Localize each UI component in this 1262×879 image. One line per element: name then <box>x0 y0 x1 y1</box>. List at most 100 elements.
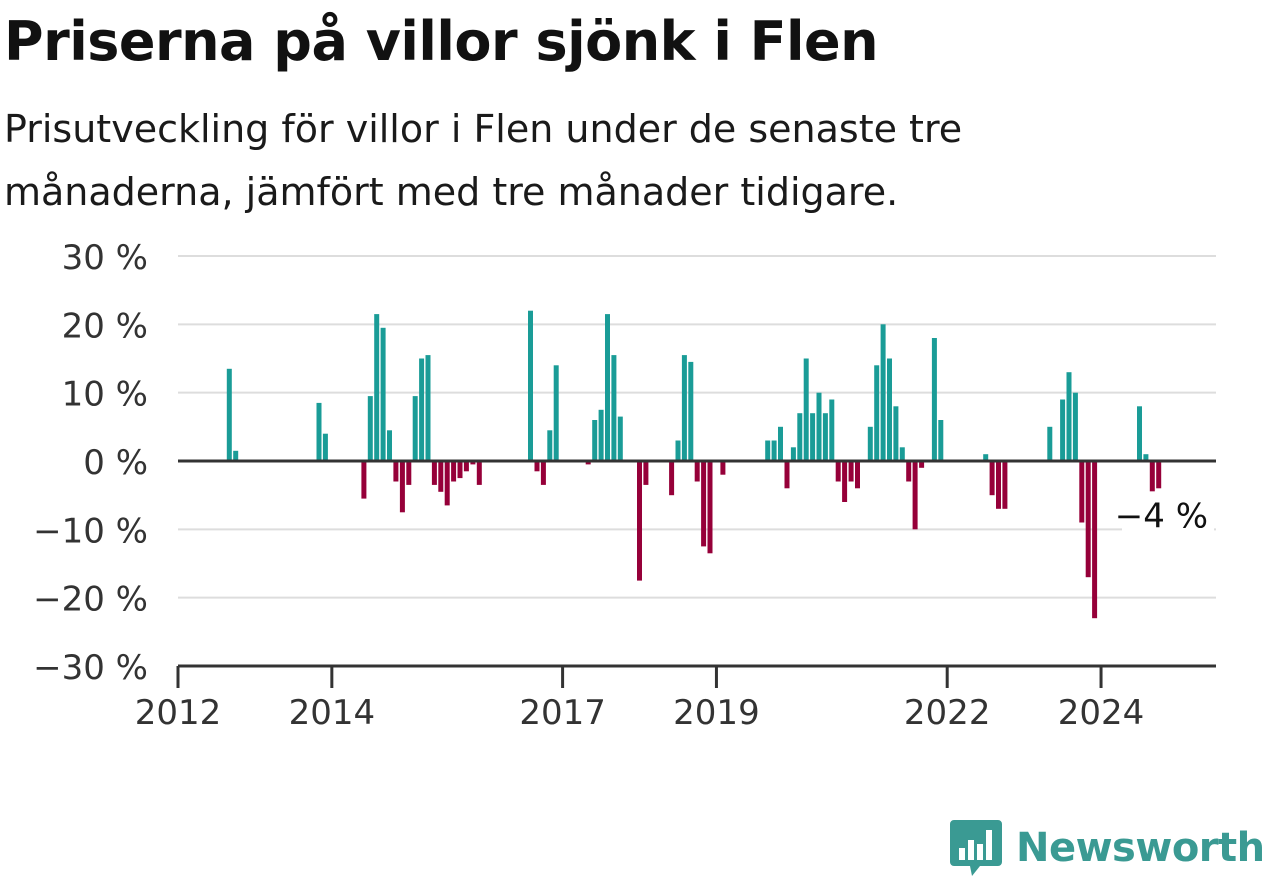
bar-chart-logo-icon <box>950 820 1002 876</box>
x-tick-label: 2012 <box>135 693 222 733</box>
y-tick-label: −10 % <box>33 511 148 551</box>
bar <box>322 433 328 461</box>
bar <box>1085 461 1091 578</box>
bar <box>419 358 425 461</box>
brand-name: Newsworthy <box>1016 825 1262 871</box>
bar <box>387 430 392 462</box>
bar <box>637 461 642 581</box>
bar <box>226 368 232 462</box>
bar <box>451 461 457 482</box>
bar <box>931 338 937 461</box>
bar <box>585 461 591 465</box>
bar <box>1066 372 1072 461</box>
bar <box>681 355 687 461</box>
annotation-background <box>1122 491 1214 536</box>
y-tick-label: −20 % <box>33 580 148 620</box>
x-tick-label: 2017 <box>519 693 606 733</box>
bar <box>938 420 944 461</box>
bar <box>399 461 405 513</box>
bar <box>463 461 469 472</box>
x-tick-label: 2014 <box>289 693 376 733</box>
bar <box>899 447 905 461</box>
bar <box>605 314 610 461</box>
bar <box>476 461 482 485</box>
bar <box>1072 392 1078 461</box>
bar <box>675 440 681 461</box>
newsworthy-logo: Newsworthy <box>950 818 1262 878</box>
bar <box>848 461 854 482</box>
bar <box>1156 461 1162 489</box>
bar <box>784 461 790 489</box>
bar <box>425 355 431 461</box>
y-tick-label: 0 % <box>83 443 148 483</box>
bar <box>457 461 463 479</box>
bar <box>867 426 873 461</box>
y-tick-label: −30 % <box>33 648 148 688</box>
bar <box>393 461 399 482</box>
bar <box>912 461 918 530</box>
bar <box>771 440 777 461</box>
chart-axes <box>176 459 1216 688</box>
bar <box>1149 461 1155 496</box>
bar <box>906 461 912 482</box>
chart-subtitle: Prisutveckling för villor i Flen under d… <box>4 107 963 214</box>
tick-labels: 30 % 20 % 10 % 0 % −10 % −20 % −30 % 2012 2014 20… <box>33 238 1214 733</box>
bar <box>438 461 444 492</box>
bar <box>874 365 880 461</box>
bar <box>361 461 367 499</box>
bar <box>707 461 713 554</box>
bar <box>374 314 380 461</box>
bar <box>380 327 386 462</box>
bar <box>367 396 373 461</box>
bar <box>611 355 617 461</box>
bar <box>528 310 533 461</box>
bar-series <box>226 310 1162 619</box>
chart-title: Priserna på villor sjönk i Flen <box>4 10 879 73</box>
bar <box>1092 461 1098 619</box>
bar <box>1079 461 1085 523</box>
bar <box>893 406 899 461</box>
bar <box>887 358 892 461</box>
bar <box>989 461 995 496</box>
bar <box>540 461 546 485</box>
bar <box>598 409 604 462</box>
bar <box>829 399 835 461</box>
bar <box>822 413 828 461</box>
bar <box>431 461 437 485</box>
bar <box>643 461 649 485</box>
bar <box>835 461 841 482</box>
bar <box>810 413 816 461</box>
bar <box>406 461 412 485</box>
bar <box>855 461 860 489</box>
bar <box>1060 399 1066 461</box>
y-tick-label: 30 % <box>62 238 148 278</box>
bar <box>1143 454 1149 461</box>
bar <box>983 454 989 461</box>
bar <box>996 461 1001 509</box>
bar <box>316 402 322 461</box>
bar <box>553 365 559 461</box>
bar <box>720 461 726 475</box>
bar <box>816 392 822 461</box>
bar <box>1137 406 1142 461</box>
bar <box>233 450 239 462</box>
bar <box>534 461 540 472</box>
bar <box>694 461 700 482</box>
bar <box>1047 426 1053 461</box>
x-tick-label: 2019 <box>673 693 760 733</box>
bar <box>412 396 418 461</box>
x-tick-label: 2022 <box>904 693 991 733</box>
bar <box>880 324 886 461</box>
bar <box>797 413 803 461</box>
bar <box>669 461 675 496</box>
bar <box>617 416 623 461</box>
bar <box>688 361 694 461</box>
grid-lines <box>178 255 1216 599</box>
bar <box>778 426 783 461</box>
bar <box>592 420 598 461</box>
latest-value-annotation: −4 % <box>1115 496 1208 536</box>
bar <box>919 461 925 468</box>
bar <box>547 430 553 462</box>
y-tick-label: 20 % <box>62 306 148 346</box>
